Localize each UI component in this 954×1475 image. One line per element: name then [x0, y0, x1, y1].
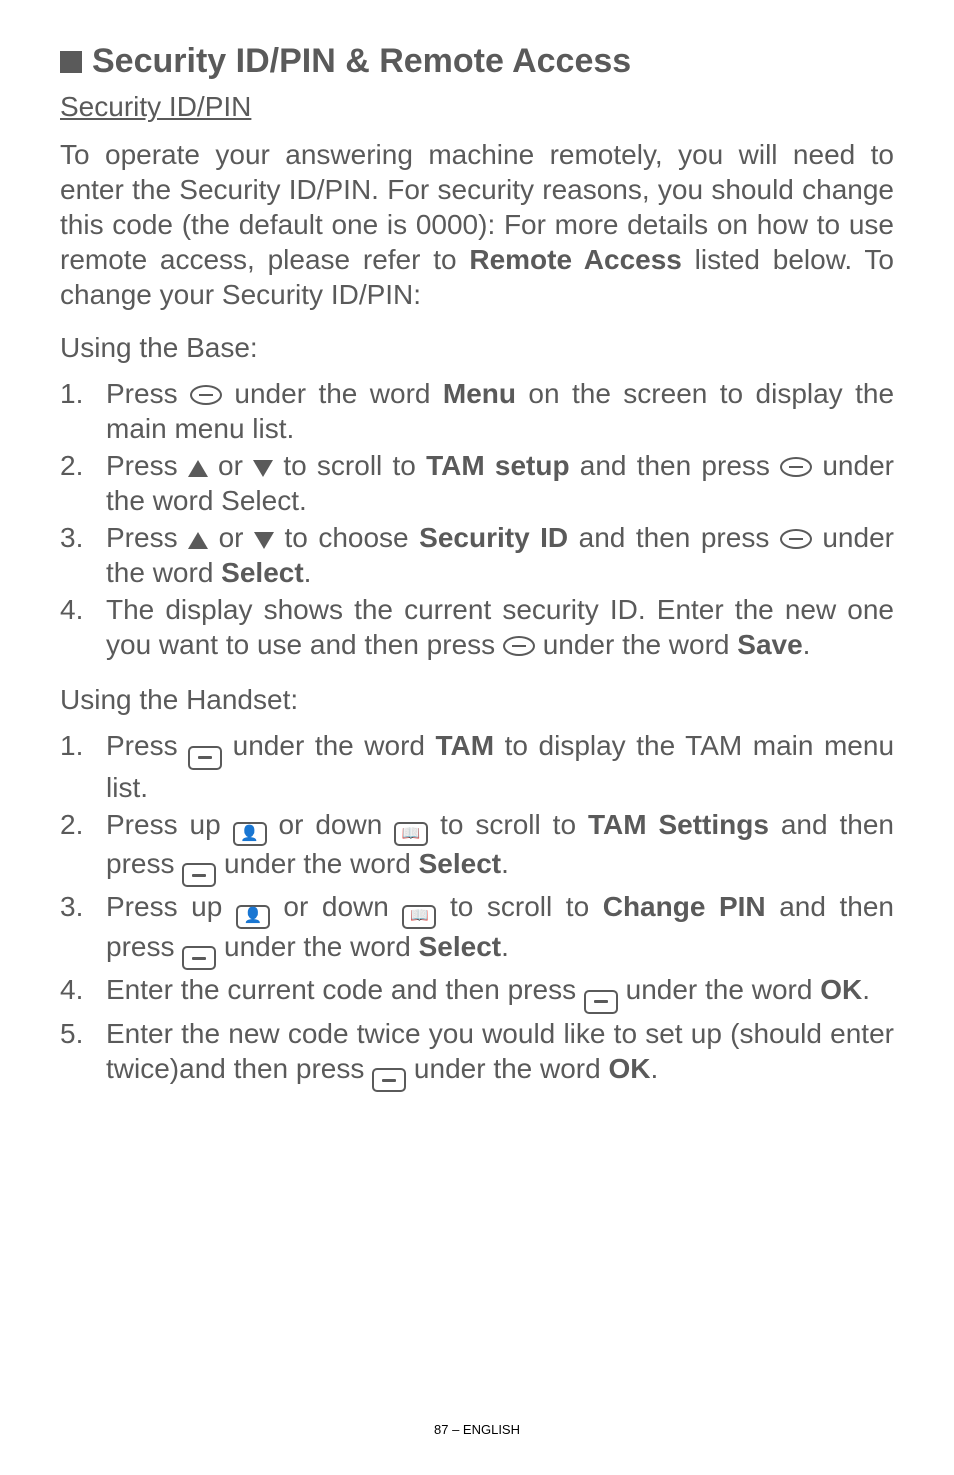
up-key-icon: 👤: [233, 822, 267, 846]
handset-step-1: Press under the word TAM to display the …: [60, 728, 894, 805]
change-pin-bold: Change PIN: [603, 891, 766, 922]
base-step-4: The display shows the current security I…: [60, 592, 894, 662]
text: Press: [106, 378, 190, 409]
tam-setup-bold: TAM setup: [426, 450, 569, 481]
select-bold: Select: [221, 557, 304, 588]
tam-bold: TAM: [436, 730, 495, 761]
down-arrow-icon: [254, 532, 274, 549]
select-bold: Select: [419, 848, 502, 879]
down-key-icon: 📖: [394, 822, 428, 846]
text: .: [650, 1053, 658, 1084]
text: under the word: [535, 629, 737, 660]
select-bold: Select: [419, 931, 502, 962]
handset-label: Using the Handset:: [60, 684, 894, 716]
security-id-bold: Security ID: [419, 522, 568, 553]
ok-bold: OK: [608, 1053, 650, 1084]
text: .: [501, 848, 509, 879]
section-heading: Security ID/PIN & Remote Access: [60, 42, 894, 81]
text: or: [208, 522, 254, 553]
text: and then press: [568, 522, 780, 553]
base-step-1: Press under the word Menu on the screen …: [60, 376, 894, 446]
tam-settings-bold: TAM Settings: [588, 809, 769, 840]
text: .: [803, 629, 811, 660]
page-content: Security ID/PIN & Remote Access Security…: [0, 0, 954, 1092]
base-step-2: Press or to scroll to TAM setup and then…: [60, 448, 894, 518]
page-footer: 87 – ENGLISH: [0, 1422, 954, 1437]
text: to scroll to: [436, 891, 602, 922]
intro-paragraph: To operate your answering machine remote…: [60, 137, 894, 312]
text: and then press: [570, 450, 781, 481]
text: Press: [106, 730, 188, 761]
softkey-oval-icon: [503, 636, 535, 656]
intro-bold-remote-access: Remote Access: [469, 244, 682, 275]
base-label: Using the Base:: [60, 332, 894, 364]
text: .: [862, 974, 870, 1005]
save-bold: Save: [737, 629, 802, 660]
handset-step-2: Press up 👤 or down 📖 to scroll to TAM Se…: [60, 807, 894, 888]
text: or down: [270, 891, 403, 922]
softkey-oval-icon: [780, 529, 812, 549]
softkey-oval-icon: [780, 457, 812, 477]
up-arrow-icon: [188, 532, 208, 549]
heading-bullet-icon: [60, 51, 82, 73]
text: under the word: [216, 931, 418, 962]
softkey-rect-icon: [182, 863, 216, 887]
heading-text: Security ID/PIN & Remote Access: [92, 42, 631, 81]
softkey-rect-icon: [188, 746, 222, 770]
handset-step-4: Enter the current code and then press un…: [60, 972, 894, 1014]
text: Press up: [106, 891, 236, 922]
handset-steps-list: Press under the word TAM to display the …: [60, 728, 894, 1092]
up-key-icon: 👤: [236, 905, 270, 929]
text: Press: [106, 522, 188, 553]
text: under the word: [216, 848, 418, 879]
softkey-rect-icon: [372, 1068, 406, 1092]
base-steps-list: Press under the word Menu on the screen …: [60, 376, 894, 662]
down-arrow-icon: [253, 460, 273, 477]
softkey-rect-icon: [182, 946, 216, 970]
text: .: [501, 931, 509, 962]
text: Enter the current code and then press: [106, 974, 584, 1005]
softkey-oval-icon: [190, 385, 222, 405]
text: to scroll to: [428, 809, 588, 840]
down-key-icon: 📖: [402, 905, 436, 929]
text: to choose: [274, 522, 419, 553]
ok-bold: OK: [820, 974, 862, 1005]
text: .: [304, 557, 312, 588]
handset-step-3: Press up 👤 or down 📖 to scroll to Change…: [60, 889, 894, 970]
text: to scroll to: [273, 450, 426, 481]
softkey-rect-icon: [584, 990, 618, 1014]
text: under the word: [406, 1053, 608, 1084]
text: under the word: [222, 730, 435, 761]
base-step-3: Press or to choose Security ID and then …: [60, 520, 894, 590]
text: Press: [106, 450, 188, 481]
text: under the word: [222, 378, 443, 409]
handset-step-5: Enter the new code twice you would like …: [60, 1016, 894, 1093]
menu-bold: Menu: [443, 378, 516, 409]
text: or down: [267, 809, 395, 840]
up-arrow-icon: [188, 460, 208, 477]
text: under the word: [618, 974, 820, 1005]
subheading: Security ID/PIN: [60, 91, 894, 123]
text: Press up: [106, 809, 233, 840]
text: or: [208, 450, 253, 481]
